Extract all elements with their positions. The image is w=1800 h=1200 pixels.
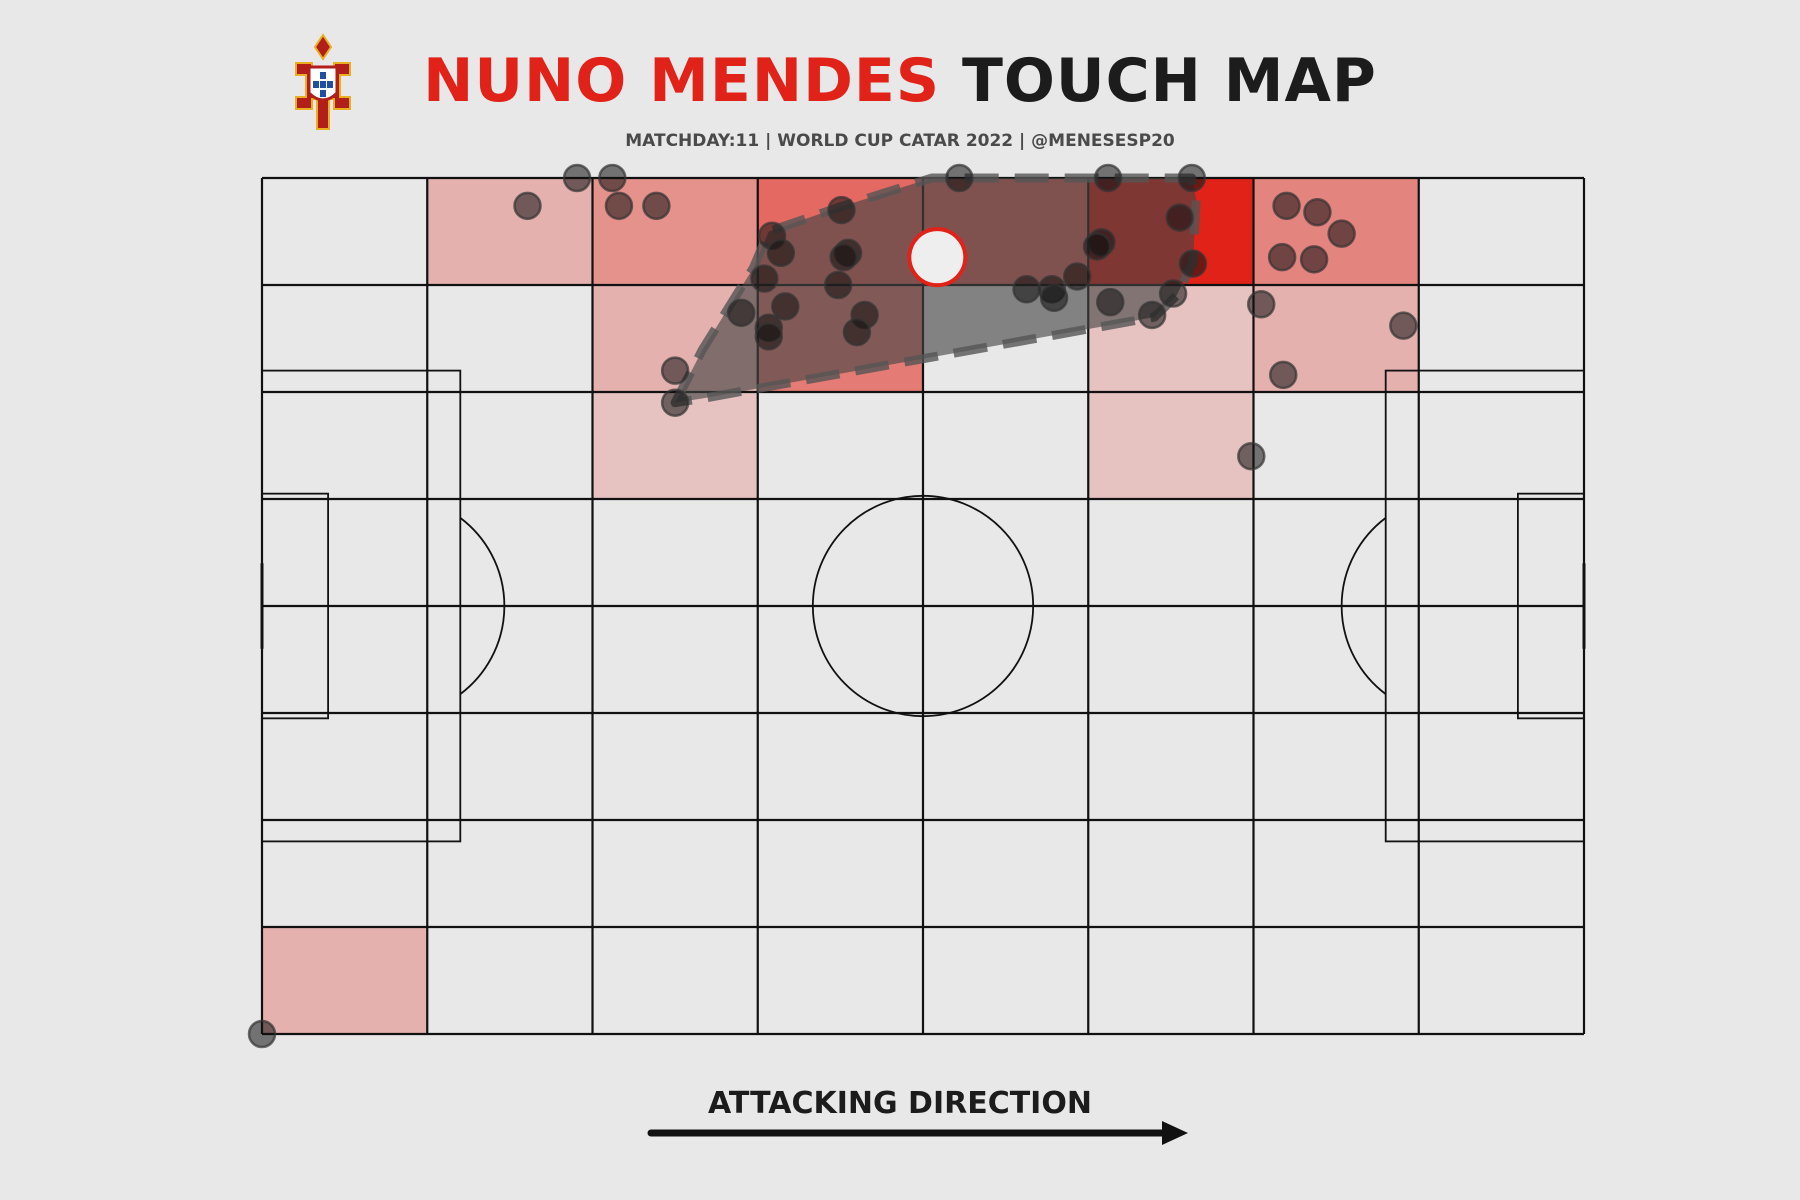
touch-point xyxy=(1272,191,1301,221)
penalty-arc-left xyxy=(459,517,506,695)
touch-point xyxy=(945,163,974,193)
touch-point xyxy=(750,264,779,293)
touch-point xyxy=(1327,219,1356,248)
touch-point xyxy=(1177,163,1207,193)
touch-point xyxy=(771,292,800,321)
touch-point xyxy=(1299,245,1329,274)
touch-point xyxy=(598,163,627,193)
heatmap-cell xyxy=(262,927,428,1034)
touch-point xyxy=(1237,441,1266,471)
centre-circle xyxy=(811,494,1035,718)
average-position-marker xyxy=(907,227,968,288)
touch-point xyxy=(513,191,542,221)
title-player-name: NUNO MENDES xyxy=(423,46,941,116)
touch-point xyxy=(1165,203,1194,232)
chart-subtitle: MATCHDAY:11 | WORLD CUP CATAR 2022 | @ME… xyxy=(625,131,1175,151)
touch-point xyxy=(1158,279,1188,308)
touch-point xyxy=(1137,300,1167,330)
touch-point xyxy=(1082,232,1112,261)
touch-point xyxy=(829,242,858,272)
touch-point xyxy=(1267,242,1297,272)
portugal-crest-icon xyxy=(295,33,351,130)
title-suffix: TOUCH MAP xyxy=(961,46,1377,116)
touch-point xyxy=(1093,163,1123,193)
touch-point xyxy=(1268,360,1298,390)
touch-point xyxy=(660,388,690,417)
touch-point xyxy=(827,195,856,225)
chart-title: NUNO MENDES TOUCH MAP xyxy=(0,46,1800,116)
touch-point xyxy=(726,298,756,328)
touch-point xyxy=(1096,287,1125,317)
touch-point xyxy=(766,238,796,268)
touch-point xyxy=(660,356,690,385)
touch-point xyxy=(1303,197,1332,227)
touch-point xyxy=(1389,311,1418,340)
attacking-direction-label: ATTACKING DIRECTION xyxy=(708,1086,1092,1121)
touch-point xyxy=(1012,275,1041,304)
touch-point xyxy=(842,317,872,347)
touch-point xyxy=(754,322,784,351)
touch-point xyxy=(562,163,592,193)
touch-point xyxy=(1178,249,1208,278)
touch-point xyxy=(604,191,634,221)
heatmap-cell xyxy=(1088,392,1254,499)
touch-point xyxy=(823,270,853,300)
touch-point xyxy=(1039,283,1069,313)
touch-point xyxy=(1062,262,1092,291)
penalty-arc-right xyxy=(1340,517,1387,695)
heatmap-cell xyxy=(427,178,593,285)
touch-point xyxy=(642,191,671,221)
touch-point xyxy=(1246,290,1276,319)
touch-point xyxy=(247,1019,277,1049)
